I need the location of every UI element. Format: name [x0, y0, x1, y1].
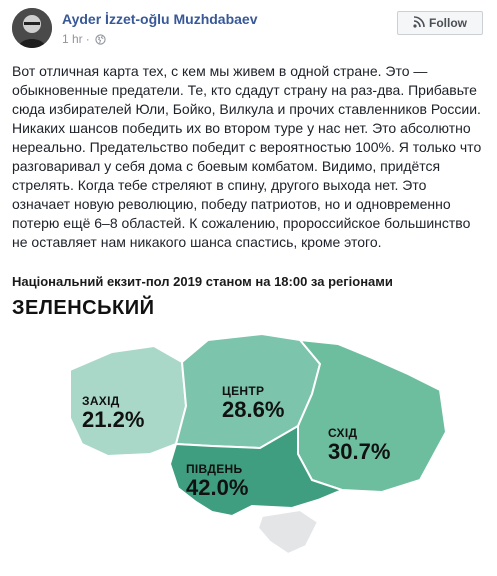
label-west-name: ЗАХІД — [82, 394, 120, 408]
avatar[interactable] — [12, 8, 52, 48]
globe-icon — [95, 34, 106, 48]
label-center: ЦЕНТР 28.6% — [222, 384, 284, 422]
image-title: Національний екзит-пол 2019 станом на 18… — [12, 274, 393, 289]
label-center-value: 28.6% — [222, 397, 285, 422]
label-center-name: ЦЕНТР — [222, 384, 265, 398]
post-header: Ayder İzzet-oğlu Muzhdabaev 1 hr · Follow — [0, 0, 497, 56]
label-south-value: 42.0% — [186, 475, 249, 500]
label-south: ПІВДЕНЬ 42.0% — [186, 462, 248, 500]
label-east-name: СХІД — [328, 426, 358, 440]
label-east-value: 30.7% — [328, 439, 391, 464]
region-east-shape — [297, 338, 448, 494]
image-subtitle: ЗЕЛЕНСЬКИЙ — [12, 297, 155, 319]
label-south-name: ПІВДЕНЬ — [186, 462, 243, 476]
meta-separator: · — [85, 32, 90, 46]
post-image[interactable]: Національний екзит-пол 2019 станом на 18… — [0, 266, 497, 576]
post-text: Вот отличная карта тех, с кем мы живем в… — [12, 63, 482, 250]
label-west: ЗАХІД 21.2% — [82, 394, 144, 432]
rss-icon — [413, 15, 425, 31]
region-crimea-shape — [256, 508, 320, 556]
ukraine-map — [69, 332, 448, 556]
post-time[interactable]: 1 hr — [62, 32, 83, 46]
post-meta: 1 hr · — [62, 32, 106, 48]
label-east: СХІД 30.7% — [328, 426, 390, 464]
region-south-shape — [168, 424, 345, 518]
follow-button[interactable]: Follow — [397, 11, 483, 35]
follow-label: Follow — [429, 16, 467, 30]
author-name[interactable]: Ayder İzzet-oğlu Muzhdabaev — [62, 11, 258, 27]
label-west-value: 21.2% — [82, 407, 145, 432]
